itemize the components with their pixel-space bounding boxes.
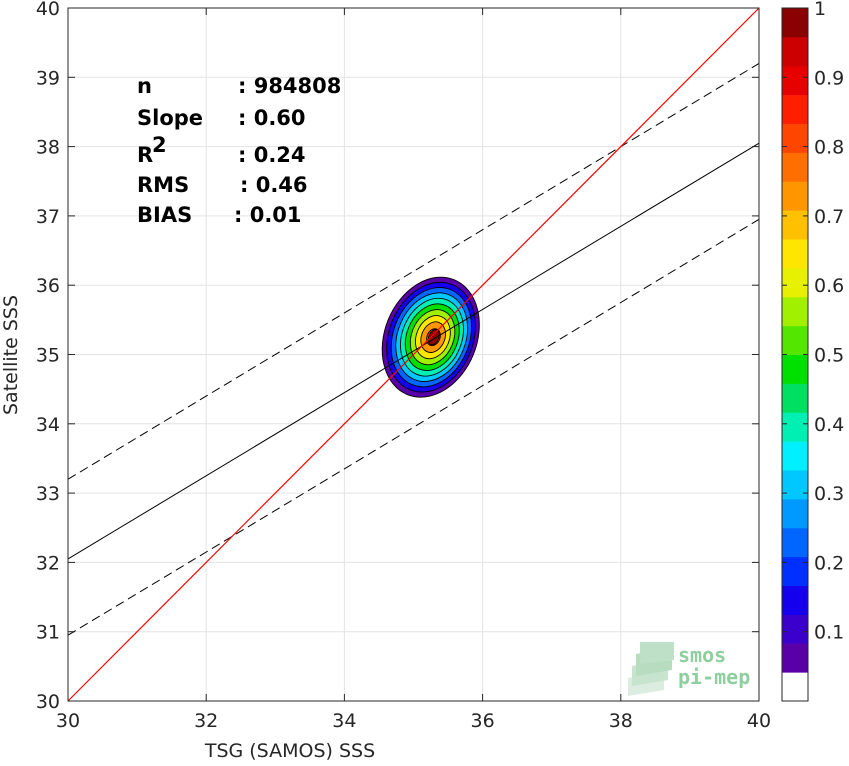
colorbar-segment [782,152,808,182]
stat-label-superscript: 2 [152,133,167,157]
colorbar-segment [782,239,808,269]
x-tick-label: 36 [471,710,495,732]
colorbar-segment [782,210,808,240]
colorbar-segment [782,296,808,327]
stat-value: : 0.60 [238,106,306,130]
stat-label: R [137,143,153,167]
colorbar-tick-label: 0.3 [814,483,844,505]
colorbar [781,7,809,702]
colorbar-tick-label: 0.6 [814,275,844,297]
stat-label: Slope [137,106,203,130]
colorbar-segment [782,94,808,124]
y-tick-label: 39 [36,67,60,89]
y-tick-label: 35 [36,345,60,367]
colorbar-segment [782,441,808,471]
y-axis-ticks: 30 31 32 33 34 35 36 37 38 39 40 [36,0,759,713]
colorbar-segment [782,325,808,355]
x-axis-ticks: 30 32 34 36 38 40 [56,8,771,732]
logo-line-1: smos [678,643,726,667]
stat-row: n : 984808 [137,74,341,98]
x-tick-label: 40 [747,710,771,732]
stat-value: : 984808 [238,74,341,98]
colorbar-segment [782,585,808,615]
colorbar-segment [782,8,808,38]
stat-row: Slope : 0.60 [137,106,306,130]
y-axis-label: Satellite SSS [0,295,22,415]
stat-value: : 0.01 [234,203,302,227]
colorbar-segment [782,672,808,702]
colorbar-tick-label: 0.7 [814,206,844,228]
logo-line-2: pi-mep [678,665,750,689]
reference-lines [67,7,760,702]
colorbar-segment [782,267,808,298]
colorbar-segment [782,643,808,673]
colorbar-tick-label: 0.8 [814,137,844,159]
stat-value: : 0.24 [238,143,306,167]
colorbar-segment [782,65,808,96]
colorbar-segment [782,36,808,67]
stat-row: R2 : 0.24 [137,133,306,167]
regression-line [67,142,760,560]
stat-row: BIAS : 0.01 [137,203,302,227]
identity-line [67,7,760,702]
colorbar-tick-label: 0.2 [814,552,844,574]
confidence-line [67,63,760,480]
colorbar-segment [782,614,808,644]
y-tick-label: 37 [36,206,60,228]
colorbar-tick-label: 0.4 [814,414,844,436]
stat-value: : 0.46 [240,173,308,197]
colorbar-ticks: 0.1 0.2 0.3 0.4 0.5 0.6 0.7 0.8 0.9 1 [782,0,844,644]
y-tick-label: 30 [36,691,60,713]
colorbar-tick-label: 0.1 [814,622,844,644]
y-tick-label: 38 [36,137,60,159]
x-tick-label: 34 [332,710,356,732]
x-tick-label: 38 [609,710,633,732]
stat-label: RMS [137,173,189,197]
colorbar-segment [782,354,808,384]
colorbar-segment [782,527,808,558]
colorbar-segment [782,498,808,529]
colorbar-tick-label: 1 [814,0,826,20]
smos-pi-mep-logo: smos pi-mep [628,642,750,696]
logo-mark-icon [628,642,674,696]
stat-label: n [137,74,152,98]
x-tick-label: 32 [194,710,218,732]
colorbar-segment [782,412,808,442]
colorbar-segment [782,123,808,153]
grid [68,8,759,701]
y-tick-label: 33 [36,483,60,505]
colorbar-segment [782,383,808,413]
colorbar-tick-label: 0.5 [814,345,844,367]
y-tick-label: 34 [36,414,60,436]
y-tick-label: 40 [36,0,60,20]
colorbar-segment [782,181,808,211]
colorbar-segment [782,556,808,586]
x-tick-label: 30 [56,710,80,732]
x-axis-label: TSG (SAMOS) SSS [204,740,375,762]
stat-row: RMS : 0.46 [137,173,308,197]
stat-label: BIAS [137,203,192,227]
y-tick-label: 36 [36,275,60,297]
confidence-line [67,218,760,636]
colorbar-tick-label: 0.9 [814,67,844,89]
colorbar-segment [782,470,808,500]
y-tick-label: 32 [36,552,60,574]
y-tick-label: 31 [36,622,60,644]
statistics-box: n : 984808 Slope : 0.60 R2 : 0.24 RMS : 0.46 BIA… [137,74,341,227]
